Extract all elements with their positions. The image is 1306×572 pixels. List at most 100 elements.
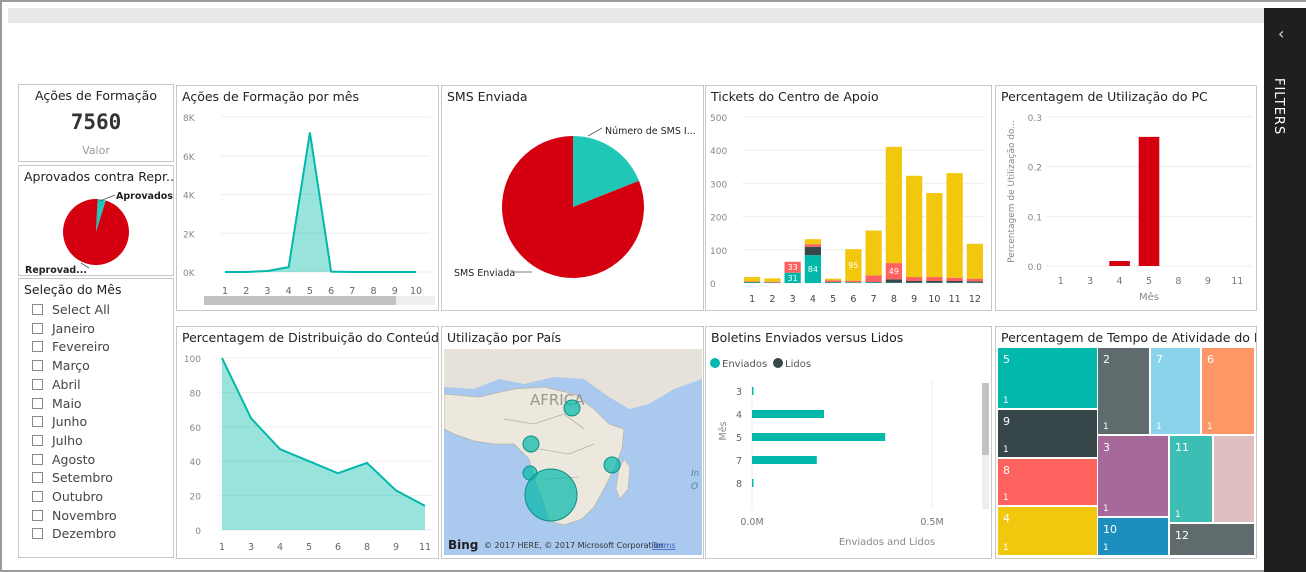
checkbox[interactable] [32, 434, 43, 446]
tickets-tile[interactable]: Tickets do Centro de Apoio 0 100 200 300 400… [705, 85, 992, 311]
treemap-cell-value: 1 [1003, 445, 1009, 455]
slicer-item[interactable]: Dezembro [32, 526, 116, 541]
slicer-item[interactable]: Novembro [32, 508, 117, 523]
slicer-item[interactable]: Junho [32, 414, 87, 429]
x-tick-label: 1 [749, 294, 755, 305]
pie-label: SMS Enviada [454, 268, 515, 279]
slicer-item[interactable]: Julho [32, 433, 83, 448]
slicer-item[interactable]: Outubro [32, 489, 103, 504]
checkbox[interactable] [32, 453, 43, 465]
month-slicer[interactable]: Seleção do Mês Select All Janeiro Fevereir… [18, 278, 174, 558]
x-tick-label: 10 [410, 286, 422, 297]
checkbox[interactable] [32, 341, 43, 353]
sms-enviada-tile[interactable]: SMS Enviada Número de SMS I... SMS Enviad… [441, 85, 704, 311]
bar-segment [926, 193, 943, 278]
tile-title: Boletins Enviados versus Lidos [711, 330, 904, 345]
slicer-item[interactable]: Agosto [32, 452, 95, 467]
bar-segment [885, 263, 902, 280]
tempo-atividade-tile[interactable]: Percentagem de Tempo de Atividade do P..… [995, 326, 1257, 559]
checkbox[interactable] [32, 378, 43, 390]
map-ocean-label-1: In [691, 469, 700, 479]
checkbox[interactable] [32, 304, 43, 315]
slicer-item-label: Select All [52, 302, 111, 317]
bar-segment [764, 278, 781, 282]
map-bubble[interactable] [522, 435, 540, 453]
map-attribution: © 2017 HERE, © 2017 Microsoft Corporatio… [484, 541, 664, 550]
checkbox[interactable] [32, 509, 43, 521]
bar-segment [804, 255, 821, 283]
x-tick-label: 9 [911, 294, 917, 305]
map-visual[interactable]: AFRICA In O Bing © 2017 HERE, © 2017 Mic… [444, 349, 702, 555]
scrollbar-thumb[interactable] [204, 296, 396, 305]
data-label: 95 [848, 261, 858, 270]
bing-logo: Bing [448, 538, 478, 552]
slicer-item[interactable]: Setembro [32, 470, 113, 485]
map-terms-link[interactable]: Terms [651, 541, 676, 550]
slicer-item-label: Março [52, 358, 90, 374]
slicer-item[interactable]: Janeiro [32, 321, 95, 336]
checkbox[interactable] [32, 528, 43, 540]
checkbox[interactable] [32, 360, 43, 372]
treemap-cell[interactable]: 11 1 [1170, 436, 1213, 523]
sms-enviada-pie: Número de SMS I... SMS Enviada [454, 126, 696, 279]
treemap-cell-value: 1 [1003, 396, 1009, 406]
treemap-cell[interactable] [1214, 436, 1255, 523]
acoes-por-mes-tile[interactable]: Ações de Formação por mês 0K 2K 4K 6K 8K 1 2 3 4… [176, 85, 439, 311]
map-bubble[interactable] [563, 399, 581, 417]
bar-segment [784, 261, 801, 273]
aprovados-pie-tile[interactable]: Aprovados contra Repr... Aprovados Reprov… [18, 165, 174, 276]
horizontal-scrollbar[interactable] [204, 296, 435, 305]
x-tick-label: 11 [949, 294, 961, 305]
checkbox[interactable] [32, 472, 43, 484]
filters-label[interactable]: FILTERS [1271, 78, 1286, 136]
treemap[interactable]: 5121716191813111141101112 [998, 348, 1255, 556]
bar-segment [804, 239, 821, 245]
slicer-item[interactable]: Select All [32, 302, 110, 317]
checkbox[interactable] [32, 491, 43, 502]
chevron-left-icon[interactable]: ‹ [1278, 24, 1285, 43]
tile-title: Percentagem de Utilização do PC [1001, 89, 1208, 104]
card-acoes-formacao[interactable]: Ações de Formação 7560 Valor [18, 84, 174, 162]
treemap-cell[interactable]: 12 [1170, 524, 1255, 556]
bar-segment [744, 281, 761, 283]
aprovados-pie: Aprovados Reprovad... [25, 191, 173, 275]
slicer-item[interactable]: Abril [32, 377, 81, 392]
slicer-item-label: Dezembro [52, 526, 117, 542]
bar-segment [744, 277, 761, 282]
x-tick-label: 4 [810, 294, 816, 305]
treemap-cell-value: 1 [1156, 422, 1162, 432]
treemap-cell-label: 9 [1003, 415, 1010, 428]
checkbox[interactable] [32, 416, 43, 428]
utilizacao-pc-tile[interactable]: Percentagem de Utilização do PC 0.0 0.1 0.… [995, 85, 1257, 311]
distribuicao-conteudo-tile[interactable]: Percentagem de Distribuição do Conteúdo … [176, 326, 439, 559]
treemap-cell-label: 12 [1175, 529, 1189, 542]
utilizacao-pais-tile[interactable]: Utilização por País AFRICA In O Bing © 2… [441, 326, 704, 559]
y-tick-label: 100 [710, 247, 727, 257]
checkbox[interactable] [32, 322, 43, 334]
treemap-cell-label: 6 [1207, 353, 1214, 366]
x-tick-label: 9 [392, 286, 398, 297]
map-bubble-large[interactable] [524, 468, 578, 522]
boletins-tile[interactable]: Boletins Enviados versus Lidos Enviados L… [705, 326, 992, 559]
slicer-item[interactable]: Março [32, 358, 90, 373]
bar-segment [845, 282, 862, 283]
slicer-item-label: Junho [52, 414, 88, 430]
slicer-item[interactable]: Maio [32, 396, 82, 411]
bar-segment [764, 281, 781, 283]
map-bubble[interactable] [603, 456, 621, 474]
treemap-cell[interactable]: 10 1 [1098, 518, 1169, 556]
card-value: 7560 [70, 110, 122, 134]
slicer-item[interactable]: Fevereiro [32, 339, 110, 354]
bar-segment [966, 243, 983, 279]
checkbox[interactable] [32, 397, 43, 409]
slicer-item-label: Novembro [52, 507, 117, 523]
filters-pane[interactable]: ‹ FILTERS [1264, 8, 1306, 572]
